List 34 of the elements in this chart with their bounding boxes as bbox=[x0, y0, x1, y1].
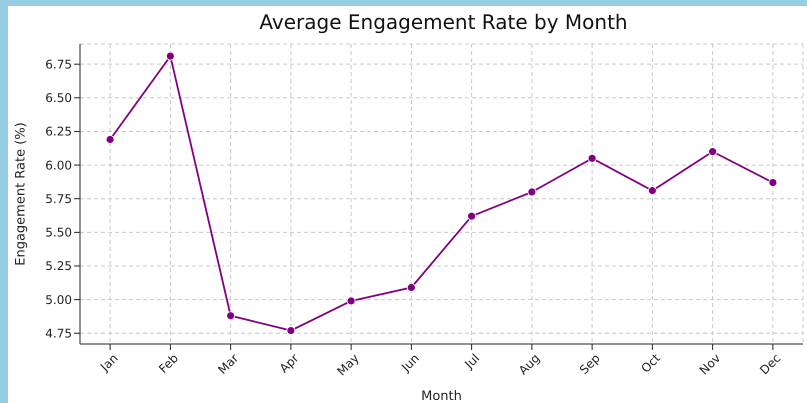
y-tick-label: 6.00 bbox=[45, 158, 72, 172]
point bbox=[527, 188, 536, 196]
x-tick-label: Jan bbox=[97, 351, 121, 375]
x-tick-label: Jun bbox=[398, 351, 422, 375]
y-tick-label: 5.75 bbox=[45, 192, 72, 206]
x-tick-label: Jul bbox=[461, 351, 482, 372]
y-tick-label: 5.25 bbox=[45, 259, 72, 274]
y-tick-label: 4.75 bbox=[45, 326, 72, 340]
point bbox=[406, 283, 416, 292]
y-tick-label: 5.50 bbox=[45, 226, 72, 240]
x-tick-label: Mar bbox=[215, 351, 242, 377]
x-tick-label: Nov bbox=[696, 351, 724, 378]
point bbox=[648, 186, 657, 196]
chart-title: Average Engagement Rate by Month bbox=[258, 10, 629, 34]
point bbox=[106, 135, 115, 144]
y-tick-label: 5.00 bbox=[45, 292, 72, 307]
x-axis-title: Month bbox=[421, 389, 462, 403]
x-tick-label: Oct bbox=[638, 350, 664, 376]
point bbox=[286, 326, 296, 335]
y-tick-label: 6.25 bbox=[45, 124, 72, 139]
point bbox=[226, 311, 236, 320]
point bbox=[588, 154, 597, 163]
point bbox=[708, 147, 718, 156]
y-tick-label: 6.75 bbox=[45, 57, 72, 72]
x-tick-label: Sep bbox=[576, 351, 603, 377]
point bbox=[346, 296, 356, 306]
y-tick-label: 6.50 bbox=[45, 91, 72, 106]
point bbox=[768, 178, 778, 187]
y-axis-title: Engagement Rate (%) bbox=[14, 122, 29, 266]
x-tick-label: Apr bbox=[276, 351, 302, 376]
x-tick-label: Dec bbox=[757, 351, 784, 378]
point bbox=[166, 52, 175, 61]
point bbox=[467, 212, 476, 221]
x-tick-label: Feb bbox=[156, 351, 181, 376]
